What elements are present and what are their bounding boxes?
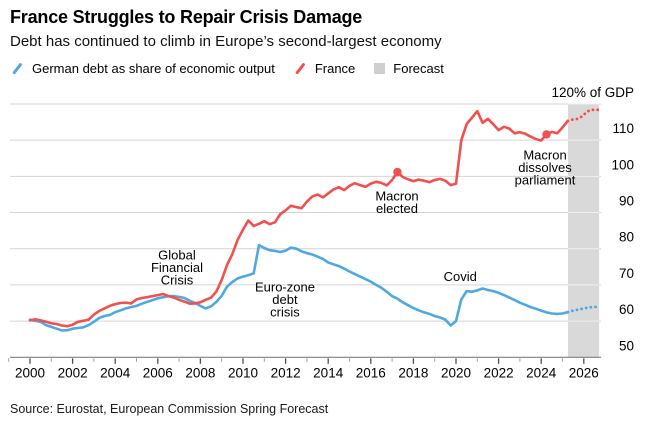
x-tick-label: 2014 — [313, 365, 344, 380]
x-tick-label: 2010 — [228, 365, 258, 380]
legend-label-france: France — [314, 61, 356, 76]
x-tick-label: 2022 — [484, 365, 514, 380]
x-tick-label: 2006 — [143, 365, 173, 380]
x-tick-label: 2004 — [100, 365, 131, 380]
germany-forecast-dotted-line — [566, 305, 601, 314]
annotation: Financial — [151, 260, 203, 275]
germany-line — [28, 243, 570, 332]
x-tick-label: 2008 — [185, 365, 215, 380]
y-tick-label: 100 — [611, 157, 634, 172]
germany-line-swatch-icon — [12, 62, 23, 75]
x-tick-label: 2026 — [569, 365, 599, 380]
legend-label-germany: German debt as share of economic output — [32, 61, 275, 76]
annotation: Macron — [375, 188, 418, 203]
legend-label-forecast: Forecast — [393, 61, 444, 76]
france-forecast-dotted-line — [566, 108, 601, 123]
forecast-swatch-icon — [374, 63, 386, 74]
chart-title: France Struggles to Repair Crisis Damage — [10, 7, 363, 27]
y-tick-label: 80 — [619, 230, 634, 245]
y-tick-label: 60 — [619, 302, 634, 317]
france-event-marker — [393, 167, 402, 177]
annotation: elected — [376, 201, 418, 216]
chart-subtitle: Debt has continued to climb in Europe’s … — [10, 33, 442, 50]
source-note: Source: Eurostat, European Commission Sp… — [10, 402, 329, 416]
legend: German debt as share of economic output … — [11, 61, 444, 76]
legend-item-germany: German debt as share of economic output — [11, 61, 275, 76]
y-tick-label: 110 — [612, 121, 634, 136]
line-chart: 2000 2002 2004 2006 2008 2010 2012 2014 2016 2018… — [8, 85, 634, 380]
legend-item-forecast: Forecast — [374, 61, 444, 76]
x-tick-label: 2016 — [356, 365, 386, 380]
forecast-band — [568, 103, 600, 358]
x-tick-label: 2018 — [398, 365, 428, 380]
france-line — [28, 109, 570, 328]
y-tick-label: 70 — [619, 266, 634, 281]
france-line-swatch-icon — [294, 62, 306, 75]
x-tick-label: 2002 — [58, 365, 88, 380]
france-event-marker — [542, 130, 551, 139]
x-tick-label: 2012 — [271, 365, 301, 380]
legend-item-france: France — [294, 61, 355, 76]
annotation: Euro-zone — [255, 280, 315, 295]
annotation: Crisis — [161, 272, 194, 287]
annotation: parliament — [515, 173, 576, 188]
y-tick-label: 50 — [619, 338, 634, 353]
annotation: Global — [158, 247, 196, 262]
annotation: crisis — [270, 305, 300, 320]
annotation: Covid — [444, 269, 477, 284]
x-tick-label: 2024 — [526, 365, 557, 380]
annotation: Macron — [523, 148, 566, 163]
y-axis-unit-label: 120% of GDP — [551, 85, 634, 100]
annotation: dissolves — [518, 160, 572, 175]
y-tick-label: 90 — [619, 194, 634, 209]
x-tick-label: 2000 — [15, 365, 45, 380]
annotation: debt — [272, 292, 298, 307]
x-tick-label: 2020 — [441, 365, 471, 380]
